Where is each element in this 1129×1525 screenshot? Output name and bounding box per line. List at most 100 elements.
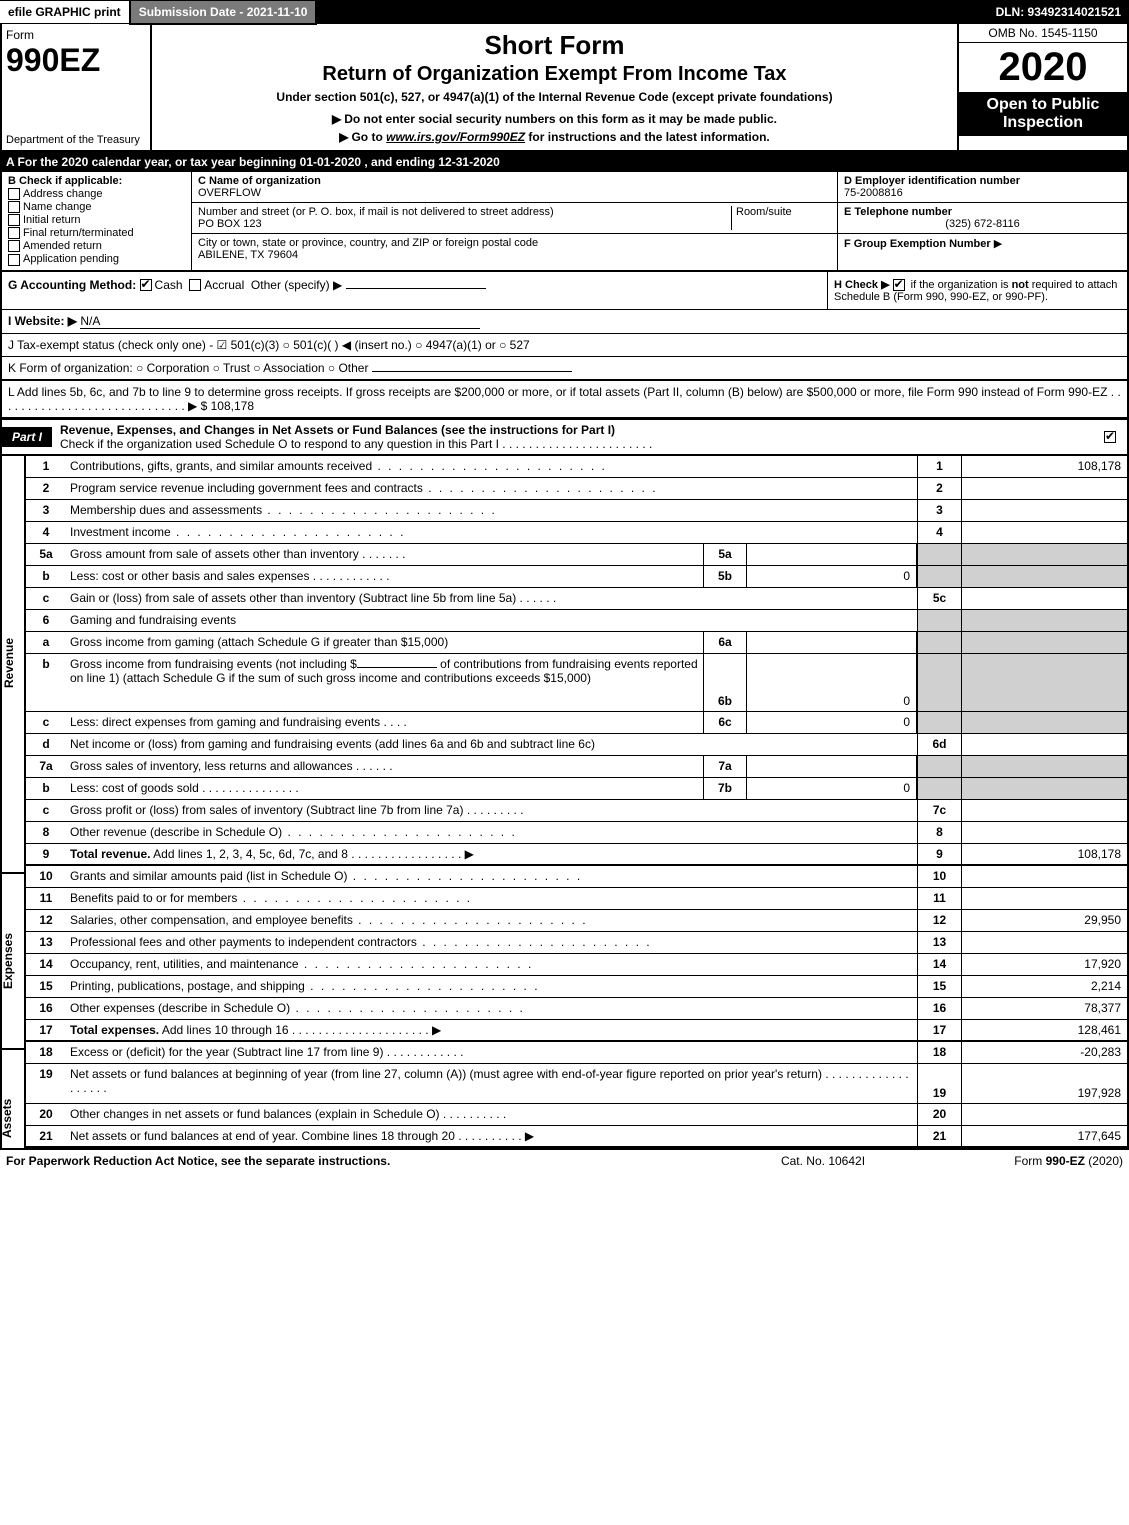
- title-return-exempt: Return of Organization Exempt From Incom…: [158, 63, 951, 86]
- page-footer: For Paperwork Reduction Act Notice, see …: [0, 1148, 1129, 1172]
- line-gh-row: G Accounting Method: Cash Accrual Other …: [0, 272, 1129, 310]
- line-5c: cGain or (loss) from sale of assets othe…: [24, 588, 1129, 610]
- form-header: Form 990EZ Department of the Treasury Sh…: [0, 24, 1129, 152]
- line-l: L Add lines 5b, 6c, and 7b to line 9 to …: [0, 381, 1129, 419]
- line-2: 2Program service revenue including gover…: [24, 478, 1129, 500]
- val-11: [961, 888, 1127, 909]
- line-18: 18Excess or (deficit) for the year (Subt…: [24, 1042, 1129, 1064]
- goto-suffix: for instructions and the latest informat…: [525, 130, 770, 144]
- line-8: 8Other revenue (describe in Schedule O)8: [24, 822, 1129, 844]
- val-8: [961, 822, 1127, 843]
- box-c: C Name of organization OVERFLOW Number a…: [192, 172, 837, 270]
- line-7a: 7aGross sales of inventory, less returns…: [24, 756, 1129, 778]
- group-exemption-row: F Group Exemption Number ▶: [838, 234, 1127, 253]
- title-short-form: Short Form: [158, 30, 951, 61]
- line-10: 10Grants and similar amounts paid (list …: [24, 866, 1129, 888]
- line-l-text: L Add lines 5b, 6c, and 7b to line 9 to …: [8, 385, 1107, 399]
- tel-row: E Telephone number (325) 672-8116: [838, 203, 1127, 234]
- cb-cash-label: Cash: [155, 278, 183, 292]
- ein-value: 75-2008816: [844, 187, 903, 199]
- val-7b: 0: [747, 778, 917, 799]
- org-addr-value: PO BOX 123: [198, 218, 262, 230]
- cb-cash[interactable]: [140, 279, 152, 291]
- cb-application-pending[interactable]: Application pending: [8, 253, 185, 265]
- submission-date-label: Submission Date - 2021-11-10: [129, 0, 318, 25]
- line-4: 4Investment income4: [24, 522, 1129, 544]
- footer-right: Form 990-EZ (2020): [923, 1154, 1123, 1168]
- cb-line-h[interactable]: [893, 279, 905, 291]
- dln-label: DLN: 93492314021521: [988, 1, 1129, 23]
- public-inspection-badge: Open to Public Inspection: [959, 92, 1127, 136]
- room-suite-label: Room/suite: [731, 206, 831, 230]
- val-5b: 0: [747, 566, 917, 587]
- cb-address-change-label: Address change: [23, 188, 103, 200]
- cb-accrual[interactable]: [189, 279, 201, 291]
- line-20: 20Other changes in net assets or fund ba…: [24, 1104, 1129, 1126]
- line-h-label: H Check ▶: [834, 279, 890, 291]
- part1-title: Revenue, Expenses, and Changes in Net As…: [52, 420, 1104, 454]
- cb-name-change[interactable]: Name change: [8, 201, 185, 213]
- cb-amended-return-label: Amended return: [23, 240, 102, 252]
- org-city-row: City or town, state or province, country…: [192, 234, 837, 264]
- line-6c: cLess: direct expenses from gaming and f…: [24, 712, 1129, 734]
- subtitle-section: Under section 501(c), 527, or 4947(a)(1)…: [158, 90, 951, 104]
- line-11: 11Benefits paid to or for members11: [24, 888, 1129, 910]
- line-k-other-input[interactable]: [372, 371, 572, 372]
- val-19: 197,928: [961, 1064, 1127, 1103]
- line-13: 13Professional fees and other payments t…: [24, 932, 1129, 954]
- org-name-row: C Name of organization OVERFLOW: [192, 172, 837, 203]
- part1-sub: Check if the organization used Schedule …: [60, 437, 499, 451]
- val-18: -20,283: [961, 1042, 1127, 1063]
- ein-label: D Employer identification number: [844, 175, 1020, 187]
- footer-center: Cat. No. 10642I: [723, 1154, 923, 1168]
- org-addr-label: Number and street (or P. O. box, if mail…: [198, 206, 554, 218]
- val-21: 177,645: [961, 1126, 1127, 1146]
- val-14: 17,920: [961, 954, 1127, 975]
- line-6a: aGross income from gaming (attach Schedu…: [24, 632, 1129, 654]
- line-g: G Accounting Method: Cash Accrual Other …: [2, 272, 827, 309]
- vlabel-revenue: Revenue: [2, 456, 24, 874]
- section-labels-col: Revenue Expenses Net Assets: [0, 456, 24, 1148]
- warning-ssn: Do not enter social security numbers on …: [158, 112, 951, 126]
- omb-number: OMB No. 1545-1150: [959, 24, 1127, 43]
- line-19: 19Net assets or fund balances at beginni…: [24, 1064, 1129, 1104]
- line-5a: 5aGross amount from sale of assets other…: [24, 544, 1129, 566]
- header-left: Form 990EZ Department of the Treasury: [2, 24, 152, 150]
- cb-initial-return[interactable]: Initial return: [8, 214, 185, 226]
- box-b: B Check if applicable: Address change Na…: [2, 172, 192, 270]
- line-6: 6Gaming and fundraising events: [24, 610, 1129, 632]
- org-name-value: OVERFLOW: [198, 187, 261, 199]
- footer-left: For Paperwork Reduction Act Notice, see …: [6, 1154, 723, 1168]
- irs-link[interactable]: www.irs.gov/Form990EZ: [386, 130, 525, 144]
- other-specify-input[interactable]: [346, 288, 486, 289]
- ein-row: D Employer identification number 75-2008…: [838, 172, 1127, 203]
- line-a-bar: A For the 2020 calendar year, or tax yea…: [0, 152, 1129, 172]
- cb-application-pending-label: Application pending: [23, 253, 119, 265]
- cb-address-change[interactable]: Address change: [8, 188, 185, 200]
- 6b-blank[interactable]: [357, 667, 437, 668]
- val-6d: [961, 734, 1127, 755]
- cb-accrual-label: Accrual: [204, 278, 244, 292]
- cb-amended-return[interactable]: Amended return: [8, 240, 185, 252]
- val-10: [961, 866, 1127, 887]
- cb-final-return[interactable]: Final return/terminated: [8, 227, 185, 239]
- val-20: [961, 1104, 1127, 1125]
- part1-checkbox[interactable]: [1104, 430, 1127, 444]
- line-k: K Form of organization: ○ Corporation ○ …: [0, 357, 1129, 381]
- lines-col: 1Contributions, gifts, grants, and simil…: [24, 456, 1129, 1148]
- line-i: I Website: ▶ N/A: [0, 310, 1129, 334]
- line-6d: dNet income or (loss) from gaming and fu…: [24, 734, 1129, 756]
- line-12: 12Salaries, other compensation, and empl…: [24, 910, 1129, 932]
- line-1: 1Contributions, gifts, grants, and simil…: [24, 456, 1129, 478]
- line-17: 17Total expenses. Add lines 10 through 1…: [24, 1020, 1129, 1042]
- part1-label: Part I: [2, 427, 52, 447]
- efile-print-label[interactable]: efile GRAPHIC print: [0, 1, 129, 23]
- line-15: 15Printing, publications, postage, and s…: [24, 976, 1129, 998]
- val-3: [961, 500, 1127, 521]
- cb-other-label: Other (specify) ▶: [251, 278, 342, 292]
- val-7c: [961, 800, 1127, 821]
- part1-title-text: Revenue, Expenses, and Changes in Net As…: [60, 423, 615, 437]
- dept-text: Department of the Treasury: [6, 134, 140, 146]
- val-16: 78,377: [961, 998, 1127, 1019]
- line-g-label: G Accounting Method:: [8, 278, 136, 292]
